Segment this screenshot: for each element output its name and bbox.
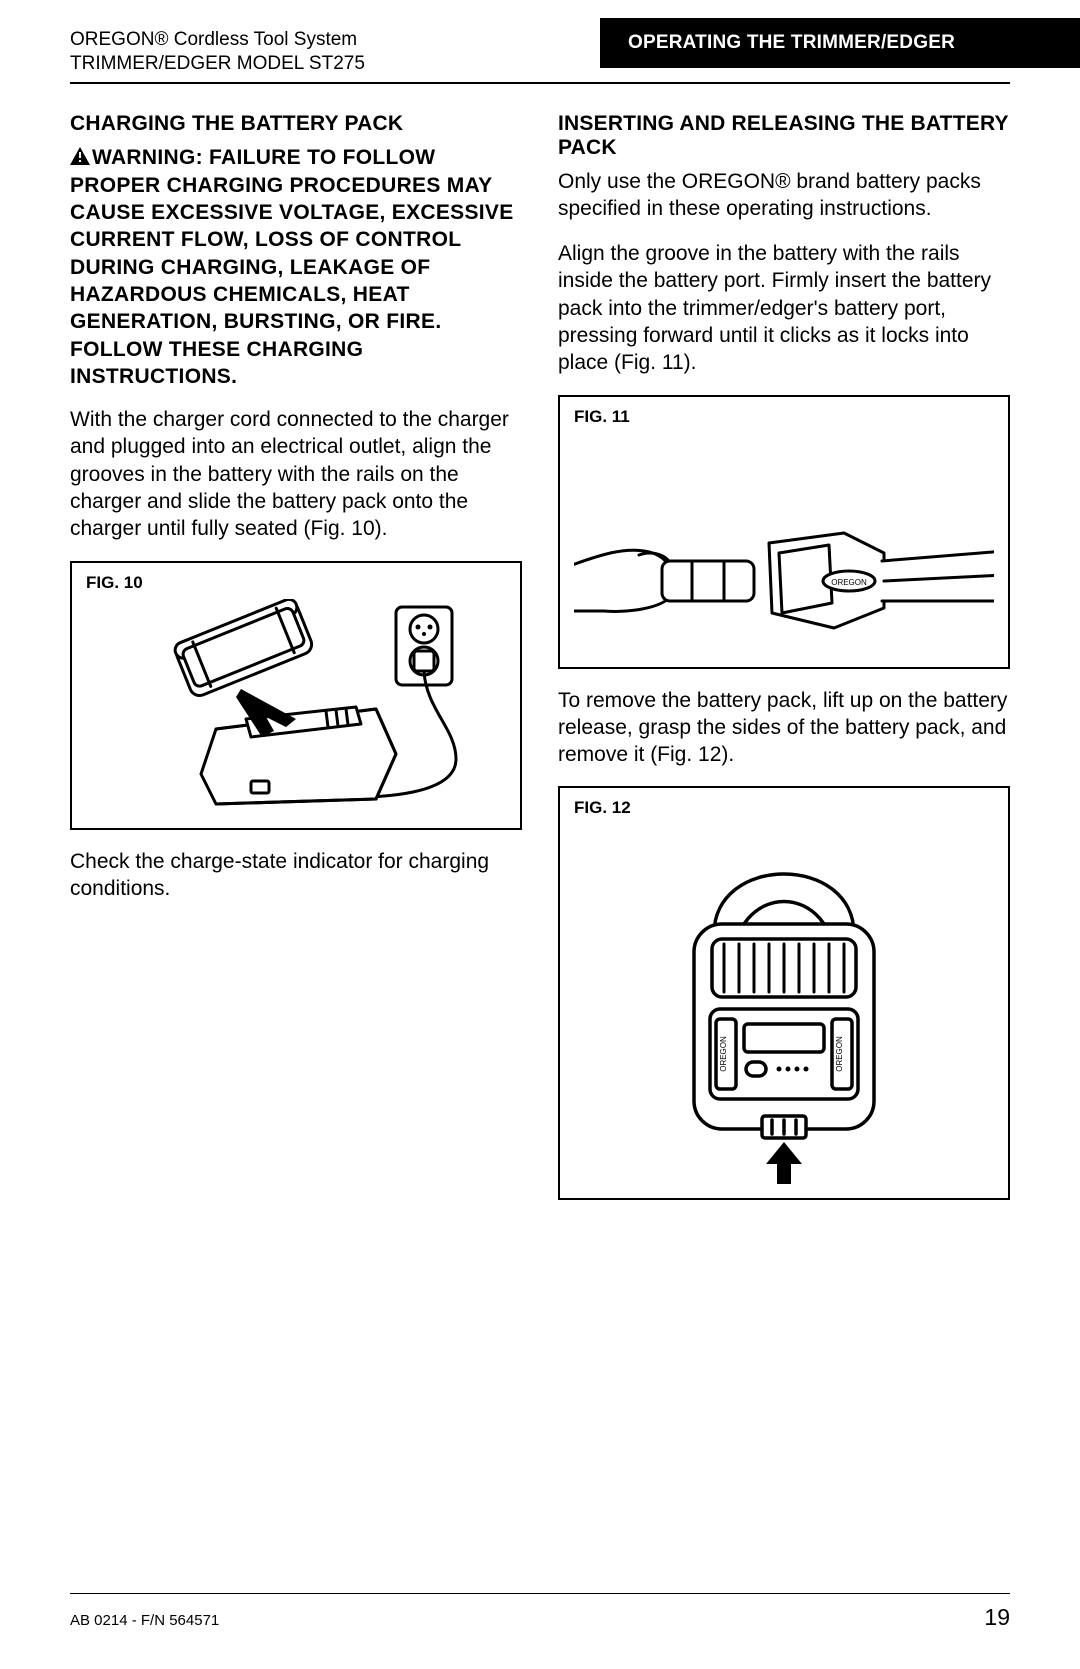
insert-p2: Align the groove in the battery with the…: [558, 240, 1010, 376]
warning-block: WARNING: FAILURE TO FOLLOW PROPER CHARGI…: [70, 144, 522, 391]
figure-12: FIG. 12: [558, 786, 1010, 1200]
right-column: INSERTING AND RELEASING THE BATTERY PACK…: [558, 112, 1010, 1219]
figure-10: FIG. 10: [70, 561, 522, 830]
page-header: OREGON® Cordless Tool System TRIMMER/EDG…: [70, 28, 1010, 84]
footer-page-number: 19: [984, 1604, 1010, 1631]
header-model-line: TRIMMER/EDGER MODEL ST275: [70, 52, 600, 76]
insert-p1: Only use the OREGON® brand battery packs…: [558, 168, 1010, 223]
figure-12-label: FIG. 12: [574, 798, 994, 818]
figure-11: FIG. 11 OREG: [558, 395, 1010, 669]
figure-11-illustration: OREGON: [574, 433, 994, 653]
heading-insert-release: INSERTING AND RELEASING THE BATTERY PACK: [558, 112, 1010, 160]
svg-text:OREGON: OREGON: [719, 1036, 728, 1072]
header-brand-line: OREGON® Cordless Tool System: [70, 28, 600, 52]
heading-charging: CHARGING THE BATTERY PACK: [70, 112, 522, 136]
header-left: OREGON® Cordless Tool System TRIMMER/EDG…: [70, 28, 600, 82]
remove-p: To remove the battery pack, lift up on t…: [558, 687, 1010, 769]
warning-icon: [70, 145, 90, 172]
figure-10-illustration: [96, 599, 496, 814]
svg-text:OREGON: OREGON: [831, 578, 867, 587]
figure-12-illustration: OREGON OREGON: [604, 824, 964, 1184]
figure-10-label: FIG. 10: [86, 573, 506, 593]
figure-11-label: FIG. 11: [574, 407, 994, 427]
page-footer: AB 0214 - F/N 564571 19: [70, 1593, 1010, 1631]
charger-instructions-p1: With the charger cord connected to the c…: [70, 406, 522, 542]
footer-doc-id: AB 0214 - F/N 564571: [70, 1612, 219, 1629]
warning-text: WARNING: FAILURE TO FOLLOW PROPER CHARGI…: [70, 146, 514, 388]
header-section-title: OPERATING THE TRIMMER/EDGER: [600, 18, 1080, 68]
content-columns: CHARGING THE BATTERY PACK WARNING: FAILU…: [70, 112, 1010, 1219]
left-column: CHARGING THE BATTERY PACK WARNING: FAILU…: [70, 112, 522, 1219]
charger-instructions-p2: Check the charge-state indicator for cha…: [70, 848, 522, 903]
svg-text:OREGON: OREGON: [835, 1036, 844, 1072]
